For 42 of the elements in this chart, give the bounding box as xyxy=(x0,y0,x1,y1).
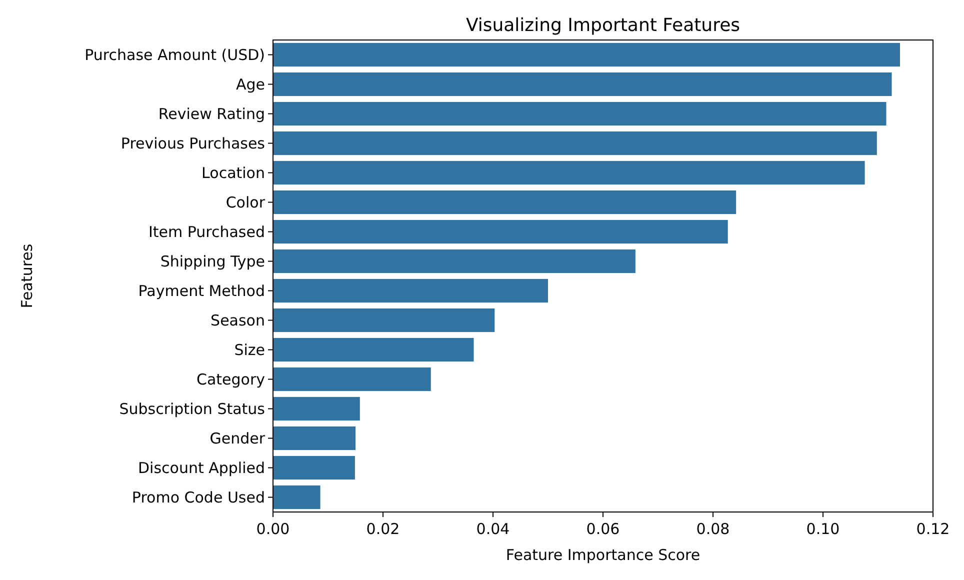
bar xyxy=(273,102,886,126)
bar xyxy=(273,485,320,510)
bar xyxy=(273,160,865,185)
y-tick-label: Review Rating xyxy=(158,105,265,123)
y-tick-label: Age xyxy=(236,76,265,94)
y-tick-label: Subscription Status xyxy=(119,400,266,418)
x-tick-label: 0.08 xyxy=(696,520,730,538)
y-tick-label: Promo Code Used xyxy=(132,488,265,506)
y-tick-label: Category xyxy=(196,370,266,388)
bar xyxy=(273,220,728,244)
bar xyxy=(273,190,736,214)
bar xyxy=(273,278,548,303)
y-tick-label: Location xyxy=(202,164,265,182)
y-tick-label: Shipping Type xyxy=(160,252,265,270)
x-tick-label: 0.06 xyxy=(586,520,620,538)
y-tick-label: Discount Applied xyxy=(138,459,265,477)
bar xyxy=(273,367,431,392)
bar xyxy=(273,426,356,450)
y-tick-label: Previous Purchases xyxy=(120,134,266,152)
y-tick-label: Season xyxy=(210,312,265,330)
y-tick-label: Purchase Amount (USD) xyxy=(84,46,265,64)
y-tick-label: Payment Method xyxy=(138,282,265,300)
bar xyxy=(273,42,900,67)
x-tick-label: 0.10 xyxy=(806,520,840,538)
x-tick-label: 0.02 xyxy=(366,520,400,538)
x-axis-title: Feature Importance Score xyxy=(506,546,700,564)
x-tick-label: 0.04 xyxy=(476,520,510,538)
y-tick-label: Gender xyxy=(210,430,266,448)
bar xyxy=(273,249,636,274)
bar xyxy=(273,308,495,332)
bar xyxy=(273,338,474,362)
x-tick-label: 0.12 xyxy=(916,520,950,538)
chart-title: Visualizing Important Features xyxy=(466,15,740,36)
y-tick-label: Color xyxy=(226,194,266,212)
x-tick-label: 0.00 xyxy=(256,520,290,538)
y-tick-label: Size xyxy=(234,341,265,359)
bar xyxy=(273,72,892,96)
bar xyxy=(273,131,877,156)
y-tick-label: Item Purchased xyxy=(148,223,265,241)
y-axis-title: Features xyxy=(18,244,36,308)
bar xyxy=(273,456,355,480)
bar xyxy=(273,396,360,421)
